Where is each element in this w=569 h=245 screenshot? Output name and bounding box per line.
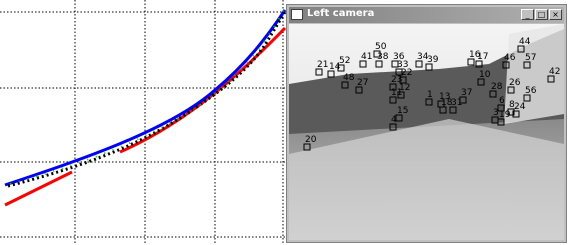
- feature-label: 41: [361, 52, 372, 62]
- feature-label: 48: [343, 73, 355, 83]
- feature-label: 4: [391, 115, 397, 125]
- feature-label: 38: [377, 52, 389, 62]
- feature-label: 14: [329, 62, 341, 72]
- window-title: Left camera: [307, 8, 374, 19]
- feature-label: 56: [525, 86, 537, 96]
- feature-label: 21: [317, 60, 328, 70]
- grid: [0, 0, 286, 245]
- feature-label: 39: [427, 55, 439, 65]
- feature-label: 18: [441, 98, 453, 108]
- feature-label: 28: [491, 82, 503, 92]
- feature-label: 26: [509, 78, 521, 88]
- feature-label: 6: [499, 96, 505, 106]
- plot: [0, 0, 286, 245]
- black-dotted-curve: [8, 12, 285, 186]
- feature-label: 37: [461, 88, 472, 98]
- title-bar: Left camera _ □ ×: [289, 7, 564, 23]
- green-points: [10, 8, 285, 184]
- feature-label: 20: [305, 135, 317, 145]
- feature-label: 52: [339, 56, 350, 66]
- close-button[interactable]: ×: [549, 9, 562, 20]
- maximize-button[interactable]: □: [535, 9, 548, 20]
- feature-label: 15: [397, 106, 408, 116]
- feature-label: 42: [549, 67, 560, 77]
- feature-label: 12: [399, 83, 410, 93]
- feature-label: 24: [514, 102, 526, 112]
- feature-label: 1: [427, 90, 433, 100]
- feature-label: 19: [499, 110, 511, 120]
- feature-label: 3: [493, 108, 499, 118]
- feature-label: 46: [504, 53, 516, 63]
- feature-label: 31: [451, 98, 462, 108]
- feature-label: 10: [479, 70, 491, 80]
- feature-label: 50: [375, 42, 387, 52]
- window-icon: [291, 9, 303, 20]
- feature-label: 57: [525, 53, 536, 63]
- feature-label: 22: [401, 68, 412, 78]
- feature-label: 44: [519, 37, 531, 47]
- minimize-button[interactable]: _: [521, 9, 534, 20]
- screenshot: Left camera _ □ × 5041383634333952211448…: [0, 0, 569, 245]
- feature-label: 27: [357, 78, 368, 88]
- feature-label: 17: [477, 52, 488, 62]
